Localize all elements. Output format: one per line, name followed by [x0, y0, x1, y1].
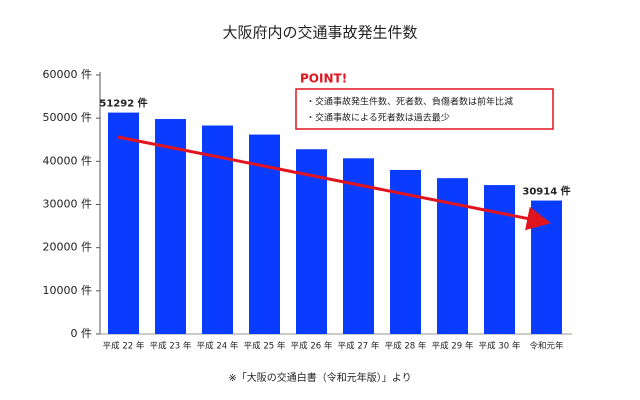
chart-title: 大阪府内の交通事故発生件数	[222, 24, 417, 42]
x-tick-label: 平成 28 年	[385, 341, 427, 352]
source-note: ※「大阪の交通白書（令和元年版）」より	[228, 371, 411, 384]
point-line: ・交通事故による死者数は過去最少	[306, 112, 450, 124]
y-tick-label: 20000 件	[43, 241, 93, 254]
y-tick-label: 30000 件	[43, 198, 93, 211]
trend-arrow	[117, 135, 551, 231]
x-tick-label: 平成 29 年	[432, 341, 474, 352]
y-tick-label: 0 件	[71, 327, 93, 340]
y-tick-label: 60000 件	[43, 68, 93, 81]
x-tick-label: 平成 25 年	[244, 341, 286, 352]
x-tick-label: 平成 23 年	[150, 341, 192, 352]
x-tick-label: 平成 27 年	[338, 341, 380, 352]
x-tick-label: 平成 30 年	[479, 341, 521, 352]
y-tick-label: 40000 件	[43, 154, 93, 167]
value-label: 51292 件	[99, 97, 147, 110]
y-tick-label: 50000 件	[43, 111, 93, 124]
point-title: POINT!	[300, 72, 347, 86]
bar	[155, 119, 186, 334]
value-label: 30914 件	[522, 185, 570, 198]
bar	[484, 185, 515, 334]
x-tick-label: 平成 26 年	[291, 341, 333, 352]
x-tick-label: 令和元年	[529, 341, 564, 352]
point-box	[295, 88, 554, 130]
y-tick-label: 10000 件	[43, 284, 93, 297]
x-tick-label: 平成 22 年	[103, 341, 145, 352]
point-line: ・交通事故発生件数、死者数、負傷者数は前年比減	[306, 96, 513, 108]
bar	[296, 149, 327, 334]
bar	[108, 112, 139, 334]
x-tick-label: 平成 24 年	[197, 341, 239, 352]
